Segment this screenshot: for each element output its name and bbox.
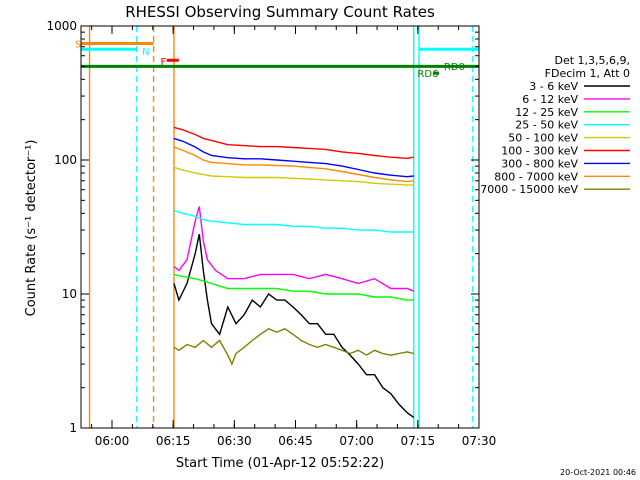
y-tick-label: 1 — [69, 421, 77, 435]
series-800-7000-kev — [173, 146, 414, 183]
series-6-12-kev — [173, 206, 415, 292]
plot-frame — [80, 25, 480, 429]
legend-header-line-2: FDecim 1, Att 0 — [545, 67, 630, 80]
series-100-300-kev — [173, 126, 414, 160]
series-25-50-kev — [173, 209, 414, 233]
x-tick-label: 07:30 — [462, 434, 497, 448]
footer-timestamp: 20-Oct-2021 00:46 — [560, 468, 636, 477]
series-12-25-kev — [173, 273, 414, 301]
series-7000-15000-kev — [173, 328, 414, 366]
x-tick-label: 07:00 — [339, 434, 374, 448]
x-tick-label: 06:45 — [278, 434, 313, 448]
annotation-s: S — [75, 40, 81, 51]
y-axis-label: Count Rate (s⁻¹ detector⁻¹) — [24, 140, 39, 317]
legend-label-800-7000-kev: 800 - 7000 keV — [494, 170, 578, 183]
legend-label-100-300-kev: 100 - 300 keV — [501, 145, 578, 158]
chart-title: RHESSI Observing Summary Count Rates — [125, 3, 435, 21]
x-tick-label: 06:15 — [156, 434, 191, 448]
x-tick-label: 06:30 — [217, 434, 252, 448]
y-tick-label: 10 — [62, 287, 77, 301]
x-tick-label: 07:15 — [401, 434, 436, 448]
series-3-6-kev — [173, 233, 415, 418]
x-tick-label: 06:00 — [95, 434, 130, 448]
legend-label-12-25-kev: 12 - 25 keV — [515, 106, 578, 119]
legend-label-50-100-kev: 50 - 100 keV — [508, 132, 578, 145]
annotation-rd6: RD6 — [417, 69, 438, 80]
legend-header-line-1: Det 1,3,5,6,9, — [554, 54, 630, 67]
series-300-800-kev — [173, 137, 414, 178]
legend-label-7000-15000-kev: 7000 - 15000 keV — [480, 183, 578, 196]
plot-area: S N F RD0 RD6 — [75, 26, 479, 428]
annotation-rd0: RD0 — [444, 62, 465, 73]
legend-label-6-12-kev: 6 - 12 keV — [522, 93, 578, 106]
legend-label-300-800-kev: 300 - 800 keV — [501, 157, 578, 170]
legend-label-25-50-kev: 25 - 50 keV — [515, 119, 578, 132]
y-tick-label: 1000 — [46, 19, 77, 33]
legend-label-3-6-kev: 3 - 6 keV — [529, 80, 578, 93]
annotation-n: N — [142, 47, 149, 58]
axes: 06:00 06:15 06:30 06:45 07:00 07:15 07:30 1 10 10… — [46, 19, 496, 448]
y-tick-label: 100 — [54, 153, 77, 167]
series-50-100-kev — [173, 166, 414, 186]
x-axis-label: Start Time (01-Apr-12 05:52:22) — [176, 456, 384, 471]
annotation-f: F — [161, 57, 167, 68]
legend: Det 1,3,5,6,9, FDecim 1, Att 0 3 - 6 keV… — [480, 54, 630, 196]
